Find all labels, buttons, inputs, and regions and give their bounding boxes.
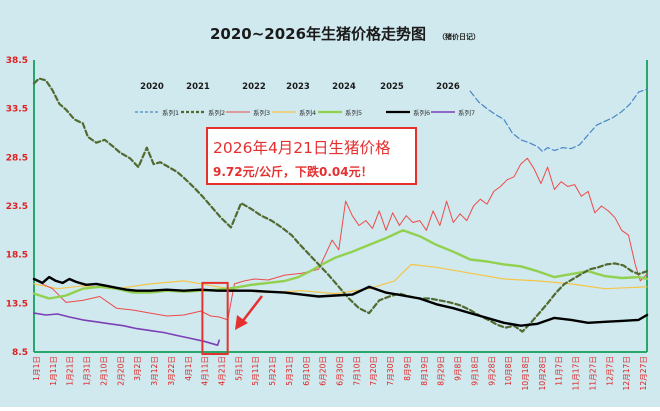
x-tick-label: 5月31日 (285, 356, 294, 386)
annotation-box (206, 127, 417, 185)
annotation-line1: 2026年4月21日生猪价格 (213, 139, 391, 157)
series-line (33, 157, 648, 321)
annotation-arrowhead (235, 315, 248, 330)
x-tick-label: 5月21日 (268, 356, 277, 386)
legend-label: 系列5 (345, 108, 362, 117)
x-tick-label: 7月20日 (369, 356, 378, 386)
y-tick-label: 13.5 (6, 299, 28, 309)
x-tick-label: 3月2日 (133, 356, 142, 381)
x-tick-label: 5月1日 (234, 356, 243, 381)
x-tick-label: 1月1日 (32, 356, 41, 381)
x-tick-label: 6月20日 (319, 356, 328, 386)
y-tick-label: 23.5 (6, 202, 28, 212)
x-tick-label: 10月8日 (504, 356, 513, 386)
legend-label: 系列7 (458, 108, 475, 117)
highlight-box (201, 281, 229, 356)
legend-label: 系列2 (208, 108, 225, 117)
legend-label: 系列1 (162, 108, 179, 117)
x-tick-label: 12月17日 (622, 356, 631, 391)
x-tick-label: 11月17日 (572, 356, 581, 391)
axes (33, 60, 648, 353)
series-line (32, 229, 649, 300)
series-line (33, 263, 648, 295)
x-tick-labels: 1月1日 1月11日 1月21日 1月31日 2月10日 2月20日 3月2日 3月12日 3月… (32, 356, 648, 391)
x-tick-label: 3月12日 (150, 356, 159, 386)
x-tick-label: 8月29日 (437, 356, 446, 386)
x-tick-label: 2月10日 (99, 356, 108, 386)
x-tick-label: 6月30日 (336, 356, 345, 386)
y-tick-label: 18.5 (6, 251, 28, 261)
legend-label: 系列4 (299, 108, 316, 117)
year-label: 2021 (186, 82, 210, 92)
annotation-line2: 9.72元/公斤，下跌0.04元！ (213, 164, 373, 179)
x-tick-label: 7月30日 (386, 356, 395, 386)
annotation: 2026年4月21日生猪价格 9.72元/公斤，下跌0.04元！ (201, 127, 417, 356)
x-tick-label: 1月21日 (66, 356, 75, 386)
chart-subtitle: （猪价日记） (438, 32, 480, 41)
year-label: 2024 (332, 82, 356, 92)
x-tick-label: 2月20日 (116, 356, 125, 386)
legend-label: 系列3 (253, 108, 270, 117)
y-tick-label: 28.5 (6, 153, 28, 163)
x-tick-label: 11月7日 (555, 356, 564, 386)
x-tick-label: 11月27日 (588, 356, 597, 391)
x-tick-label: 9月18日 (470, 356, 479, 386)
annotation-arrow (241, 295, 263, 323)
year-label: 2022 (242, 82, 266, 92)
series-line (469, 88, 648, 153)
y-tick-label: 38.5 (6, 56, 28, 66)
y-tick-label: 8.5 (12, 348, 28, 358)
year-label: 2023 (286, 82, 310, 92)
x-tick-label: 5月11日 (251, 356, 260, 386)
series-line (32, 77, 649, 333)
year-label: 2020 (140, 82, 164, 92)
year-label: 2026 (436, 82, 460, 92)
year-label: 2025 (380, 82, 404, 92)
y-tick-label: 33.5 (6, 105, 28, 115)
legend-label: 系列6 (413, 108, 430, 117)
series-lines (32, 77, 649, 347)
x-tick-label: 8月19日 (420, 356, 429, 386)
year-labels: 2020 2021 2022 2023 2024 2025 2026 (140, 82, 460, 92)
x-tick-label: 4月1日 (184, 356, 193, 381)
legend: 系列1 系列2 系列3 系列4 系列5 系列6 系列7 (135, 108, 475, 117)
x-tick-label: 3月22日 (167, 356, 176, 386)
series-line (33, 312, 220, 347)
chart-title: 2020~2026年生猪价格走势图 (210, 25, 426, 43)
x-tick-label: 1月31日 (83, 356, 92, 386)
x-tick-label: 10月28日 (538, 356, 547, 391)
x-tick-label: 7月10日 (352, 356, 361, 386)
x-tick-label: 1月11日 (49, 356, 58, 386)
x-tick-label: 4月21日 (217, 356, 226, 386)
x-tick-label: 9月28日 (487, 356, 496, 386)
x-tick-label: 12月7日 (605, 356, 614, 386)
x-tick-label: 8月9日 (403, 356, 412, 381)
x-tick-label: 10月18日 (521, 356, 530, 391)
x-tick-label: 4月11日 (201, 356, 210, 386)
x-tick-label: 12月27日 (639, 356, 648, 391)
x-tick-label: 6月10日 (302, 356, 311, 386)
x-tick-label: 9月8日 (454, 356, 463, 381)
series-line (32, 275, 649, 327)
y-tick-labels: 8.5 13.5 18.5 23.5 28.5 33.5 38.5 (6, 56, 28, 358)
